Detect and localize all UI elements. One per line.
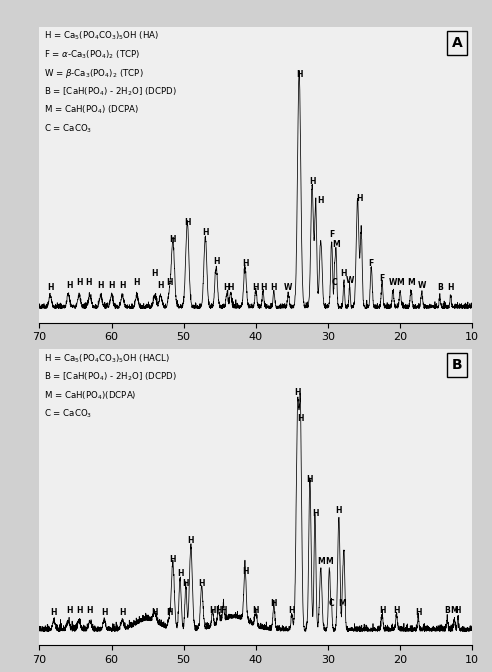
Text: A: A — [452, 36, 462, 50]
Text: B: B — [444, 606, 450, 615]
Text: H: H — [336, 507, 342, 515]
Text: H: H — [242, 567, 248, 576]
Text: H: H — [340, 269, 347, 278]
Text: H: H — [455, 606, 461, 615]
Text: H: H — [51, 608, 57, 618]
Text: H: H — [76, 278, 82, 288]
Text: H: H — [271, 284, 277, 292]
Text: H: H — [108, 281, 115, 290]
Text: H: H — [87, 606, 93, 615]
Text: H: H — [85, 278, 92, 288]
Text: F: F — [329, 230, 334, 239]
Text: H: H — [177, 569, 184, 579]
Text: H: H — [166, 608, 173, 618]
Text: H: H — [170, 555, 176, 564]
Text: H: H — [227, 284, 234, 292]
Text: H: H — [215, 606, 221, 615]
Text: H: H — [224, 284, 230, 292]
Text: H: H — [157, 281, 164, 290]
X-axis label: 2$\theta$ (graus): 2$\theta$ (graus) — [225, 671, 286, 672]
Text: H: H — [66, 606, 73, 615]
Text: H: H — [170, 235, 176, 244]
Text: M: M — [326, 557, 333, 566]
Text: H: H — [76, 606, 82, 615]
Text: W: W — [389, 278, 397, 288]
Text: H: H — [242, 259, 248, 268]
Text: W: W — [284, 284, 293, 292]
Text: H: H — [213, 257, 219, 265]
Text: H: H — [447, 284, 454, 292]
Text: H: H — [379, 606, 385, 615]
Text: H: H — [356, 194, 362, 202]
Text: H: H — [294, 388, 301, 396]
Text: H: H — [184, 218, 190, 227]
Text: M: M — [450, 606, 458, 615]
Text: H: H — [252, 284, 259, 292]
Text: B: B — [452, 358, 462, 372]
Text: W: W — [345, 276, 354, 285]
Text: H: H — [119, 281, 125, 290]
Text: H: H — [296, 70, 303, 79]
Text: H: H — [289, 606, 295, 615]
Text: H: H — [309, 177, 315, 185]
Text: H: H — [187, 536, 194, 544]
Text: B: B — [437, 284, 443, 292]
Text: M: M — [317, 557, 325, 566]
Text: H: H — [66, 281, 73, 290]
Text: M: M — [338, 599, 346, 607]
Text: H: H — [152, 608, 158, 618]
Text: M: M — [407, 278, 415, 288]
Text: F: F — [379, 274, 385, 282]
Text: F: F — [369, 259, 374, 268]
Text: H: H — [166, 278, 173, 288]
Text: M: M — [332, 240, 340, 249]
Text: C: C — [329, 599, 335, 607]
Text: H: H — [271, 599, 277, 607]
Text: C: C — [332, 278, 338, 288]
Text: H: H — [307, 475, 313, 484]
Text: H: H — [101, 608, 108, 618]
Text: H = Ca$_5$(PO$_4$CO$_3$)$_5$OH (HA)
F = $\alpha$-Ca$_3$(PO$_4$)$_2$ (TCP)
W = $\: H = Ca$_5$(PO$_4$CO$_3$)$_5$OH (HA) F = … — [44, 30, 177, 134]
Text: H: H — [260, 284, 266, 292]
X-axis label: 2$\theta$ (graus): 2$\theta$ (graus) — [225, 348, 286, 365]
Text: H: H — [317, 196, 324, 205]
Text: H: H — [97, 281, 104, 290]
Text: H: H — [312, 509, 318, 518]
Text: H: H — [198, 579, 205, 588]
Text: H: H — [297, 415, 304, 423]
Text: H = Ca$_5$(PO$_4$CO$_3$)$_5$OH (HACL)
B = [CaH(PO$_4$) - 2H$_2$O] (DCPD)
M = CaH: H = Ca$_5$(PO$_4$CO$_3$)$_5$OH (HACL) B … — [44, 352, 177, 420]
Text: H: H — [183, 579, 189, 588]
Text: H: H — [47, 284, 54, 292]
Text: M: M — [396, 278, 404, 288]
Text: H: H — [119, 608, 125, 618]
Text: H: H — [209, 606, 216, 615]
Text: H: H — [220, 606, 227, 615]
Text: H: H — [415, 608, 422, 618]
Text: H: H — [252, 606, 259, 615]
Text: H: H — [393, 606, 400, 615]
Text: W: W — [418, 281, 426, 290]
Text: H: H — [152, 269, 158, 278]
Text: H: H — [202, 228, 209, 237]
Text: H: H — [133, 278, 140, 288]
